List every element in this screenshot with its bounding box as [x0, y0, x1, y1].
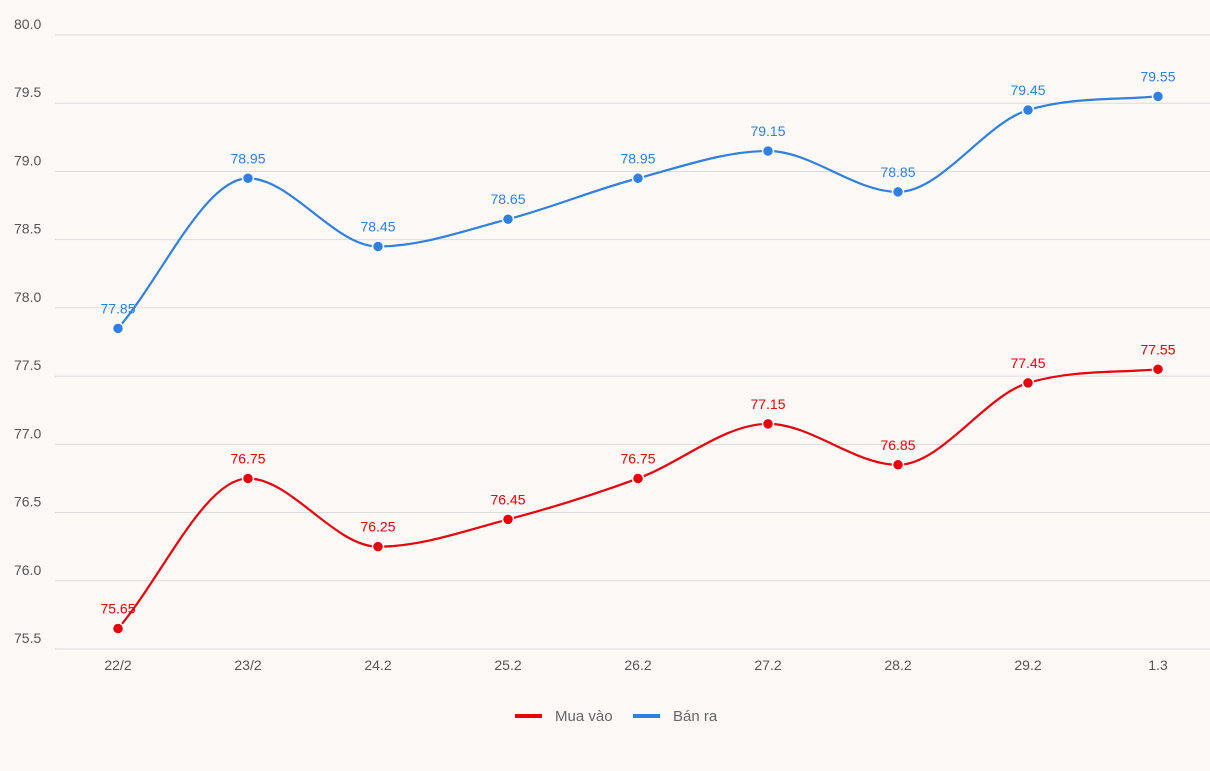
- legend: Mua vào Bán ra: [515, 708, 718, 725]
- x-tick-label: 22/2: [104, 657, 131, 673]
- legend-item: Bán ra: [633, 708, 718, 725]
- data-label: 78.65: [490, 191, 525, 207]
- data-point: [631, 472, 645, 485]
- data-point: [371, 240, 385, 253]
- series-mua-vao: 75.65 76.75 76.25 76.45 76.75 77.15 76.85 77.45…: [100, 341, 1176, 635]
- series-line: [117, 368, 1159, 630]
- data-label: 77.45: [1010, 355, 1045, 371]
- data-point: [1021, 376, 1035, 390]
- x-tick-label: 25.2: [494, 657, 521, 673]
- y-tick-label: 76.5: [14, 494, 41, 510]
- data-label: 76.85: [880, 437, 915, 453]
- legend-label: Bán ra: [673, 708, 718, 725]
- data-label: 79.55: [1140, 68, 1175, 84]
- series-ban-ra: 77.85 78.95 78.45 78.65 78.95 79.15 78.85 79.45…: [100, 68, 1176, 335]
- data-point: [1151, 90, 1165, 103]
- data-label: 78.95: [620, 150, 655, 166]
- y-tick-label: 79.5: [14, 84, 41, 100]
- data-point: [241, 172, 255, 185]
- data-label: 79.15: [750, 123, 785, 139]
- data-label: 78.85: [880, 164, 915, 180]
- data-label: 75.65: [100, 601, 135, 617]
- data-point: [631, 172, 645, 185]
- x-tick-label: 27.2: [754, 657, 781, 673]
- y-axis-ticks: 75.5 76.0 76.5 77.0 77.5 78.0 78.5 79.0 79.5 80.0: [14, 16, 41, 646]
- y-tick-label: 78.5: [14, 221, 41, 237]
- gridlines: [55, 34, 1210, 650]
- y-tick-label: 79.0: [14, 152, 41, 168]
- data-label: 77.15: [750, 396, 785, 412]
- y-tick-label: 78.0: [14, 289, 41, 305]
- data-point: [501, 212, 515, 226]
- data-label: 77.55: [1140, 341, 1175, 357]
- data-point: [891, 185, 905, 199]
- y-tick-label: 75.5: [14, 630, 41, 646]
- data-point: [1021, 103, 1035, 117]
- data-point: [371, 540, 385, 553]
- x-tick-label: 24.2: [364, 657, 391, 673]
- data-point: [111, 322, 125, 335]
- data-point: [111, 622, 125, 635]
- data-point: [761, 144, 775, 158]
- y-tick-label: 77.0: [14, 425, 41, 441]
- data-point: [241, 472, 255, 485]
- data-label: 76.75: [230, 450, 265, 466]
- x-axis-ticks: 22/2 23/2 24.2 25.2 26.2 27.2 28.2 29.2 1.3: [104, 657, 1168, 673]
- y-tick-label: 77.5: [14, 357, 41, 373]
- data-label: 79.45: [1010, 82, 1045, 98]
- series-line: [117, 95, 1159, 330]
- legend-item: Mua vào: [515, 708, 613, 725]
- data-point: [1151, 363, 1165, 376]
- y-tick-label: 80.0: [14, 16, 41, 32]
- series-group: 75.65 76.75 76.25 76.45 76.75 77.15 76.85 77.45…: [100, 68, 1176, 635]
- data-point: [891, 458, 905, 472]
- data-point: [761, 417, 775, 431]
- data-point: [501, 513, 515, 526]
- x-tick-label: 29.2: [1014, 657, 1041, 673]
- data-label: 78.45: [360, 218, 395, 234]
- data-label: 76.75: [620, 450, 655, 466]
- x-tick-label: 28.2: [884, 657, 911, 673]
- x-tick-label: 26.2: [624, 657, 651, 673]
- data-label: 76.45: [490, 491, 525, 507]
- x-tick-label: 1.3: [1148, 657, 1168, 673]
- data-label: 78.95: [230, 150, 265, 166]
- data-label: 77.85: [100, 300, 135, 316]
- y-tick-label: 76.0: [14, 562, 41, 578]
- legend-label: Mua vào: [555, 708, 613, 725]
- data-label: 76.25: [360, 519, 395, 535]
- x-tick-label: 23/2: [234, 657, 261, 673]
